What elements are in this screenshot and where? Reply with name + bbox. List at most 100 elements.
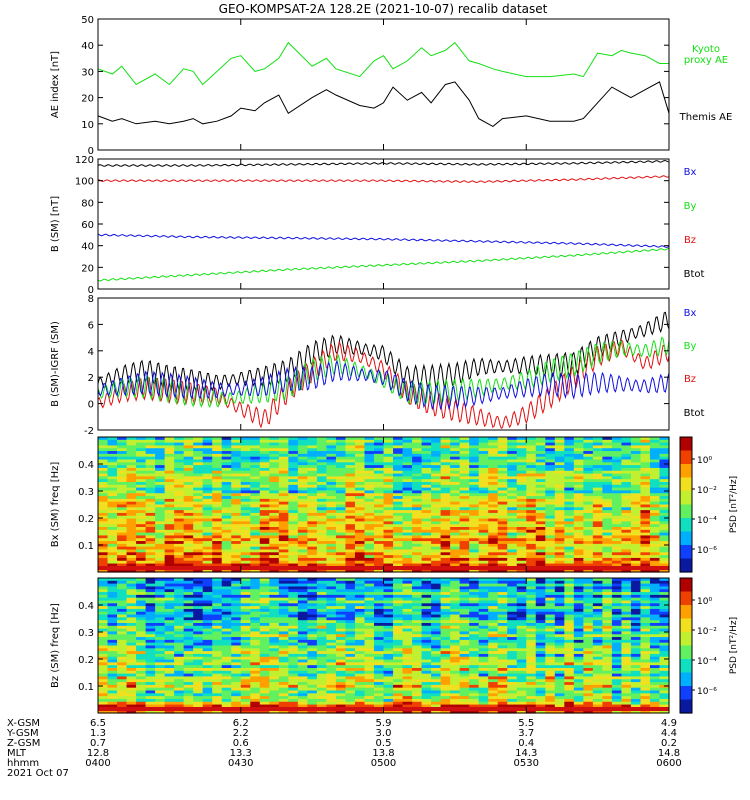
heatmap-cell: [278, 439, 289, 444]
heatmap-cell: [630, 625, 642, 630]
heatmap-cell: [107, 538, 118, 542]
heatmap-cell: [107, 476, 118, 480]
heatmap-cell: [611, 546, 623, 551]
heatmap-cell: [98, 465, 109, 469]
heatmap-cell: [440, 515, 451, 520]
heatmap-cell: [459, 451, 470, 455]
heatmap-cell: [345, 453, 356, 458]
heatmap-cell: [516, 515, 527, 520]
heatmap-cell: [554, 665, 565, 669]
heatmap-cell: [602, 453, 613, 458]
heatmap-cell: [259, 563, 270, 567]
heatmap-cell: [126, 637, 137, 641]
heatmap-cell: [469, 543, 480, 548]
heatmap-cell: [611, 597, 623, 602]
heatmap-cell: [507, 451, 518, 455]
heatmap-cell: [497, 608, 508, 613]
heatmap-cell: [431, 538, 442, 542]
heatmap-cell: [250, 538, 261, 542]
heatmap-cell: [354, 648, 366, 652]
heatmap-cell: [535, 437, 546, 441]
heatmap-cell: [269, 557, 280, 562]
heatmap-cell: [126, 512, 137, 517]
heatmap-cell: [316, 637, 327, 641]
heatmap-cell: [373, 639, 385, 644]
heatmap-cell: [649, 597, 661, 602]
heatmap-cell: [450, 470, 461, 475]
heatmap-cell: [297, 620, 308, 624]
heatmap-cell: [155, 484, 166, 489]
heatmap-cell: [364, 552, 375, 556]
heatmap-cell: [98, 527, 109, 531]
heatmap-cell: [630, 617, 642, 621]
heatmap-cell: [393, 569, 404, 573]
heatmap-cell: [554, 456, 565, 461]
heatmap-cell: [450, 557, 461, 562]
heatmap-cell: [630, 549, 642, 553]
heatmap-cell: [640, 623, 651, 627]
heatmap-cell: [545, 501, 556, 506]
heatmap-cell: [345, 583, 356, 588]
heatmap-cell: [335, 437, 347, 441]
heatmap-cell: [545, 659, 556, 663]
heatmap-cell: [611, 600, 623, 604]
heatmap-cell: [231, 476, 242, 480]
heatmap-cell: [259, 623, 270, 627]
heatmap-cell: [316, 448, 327, 452]
heatmap-cell: [507, 642, 518, 647]
heatmap-cell: [583, 600, 594, 604]
heatmap-cell: [421, 507, 432, 511]
heatmap-cell: [507, 496, 518, 500]
heatmap-cell: [516, 560, 527, 565]
heatmap-cell: [630, 560, 642, 565]
heatmap-cell: [364, 442, 375, 447]
heatmap-cell: [307, 569, 318, 573]
heatmap-cell: [545, 515, 556, 520]
heatmap-cell: [345, 459, 356, 463]
heatmap-cell: [155, 496, 166, 500]
heatmap-cell: [136, 451, 147, 455]
heatmap-cell: [526, 555, 537, 559]
panel-frame: [97, 158, 670, 290]
heatmap-cell: [402, 555, 413, 559]
heatmap-cell: [630, 462, 642, 466]
heatmap-cell: [240, 589, 251, 593]
heatmap-cell: [212, 445, 223, 449]
heatmap-cell: [459, 490, 470, 494]
heatmap-cell: [431, 597, 442, 602]
heatmap-cell: [174, 586, 185, 590]
heatmap-cell: [478, 563, 489, 567]
heatmap-cell: [526, 476, 537, 480]
heatmap-cell: [117, 603, 128, 607]
heatmap-cell: [240, 557, 251, 562]
heatmap-cell: [431, 617, 442, 621]
heatmap-cell: [136, 557, 147, 562]
heatmap-cell: [621, 578, 632, 582]
heatmap-cell: [269, 589, 280, 593]
heatmap-cell: [345, 456, 356, 461]
heatmap-cell: [373, 465, 385, 469]
heatmap-cell: [649, 555, 661, 559]
heatmap-cell: [183, 467, 194, 472]
heatmap-cell: [221, 631, 232, 635]
heatmap-cell: [145, 620, 156, 624]
colorbar-segment: [680, 561, 692, 566]
heatmap-cell: [307, 662, 318, 666]
heatmap-cell: [240, 541, 251, 545]
heatmap-cell: [507, 470, 518, 475]
heatmap-cell: [554, 611, 565, 616]
heatmap-cell: [526, 527, 537, 531]
heatmap-cell: [164, 557, 175, 562]
heatmap-cell: [250, 648, 261, 652]
heatmap-cell: [259, 510, 270, 514]
heatmap-cell: [354, 498, 366, 503]
heatmap-cell: [488, 527, 499, 531]
y-tick-label: 60: [81, 220, 94, 231]
heatmap-cell: [383, 578, 394, 582]
heatmap-cell: [155, 653, 166, 658]
heatmap-cell: [107, 597, 118, 602]
heatmap-cell: [145, 521, 156, 525]
heatmap-cell: [98, 445, 109, 449]
heatmap-cell: [573, 600, 584, 604]
heatmap-cell: [240, 467, 251, 472]
